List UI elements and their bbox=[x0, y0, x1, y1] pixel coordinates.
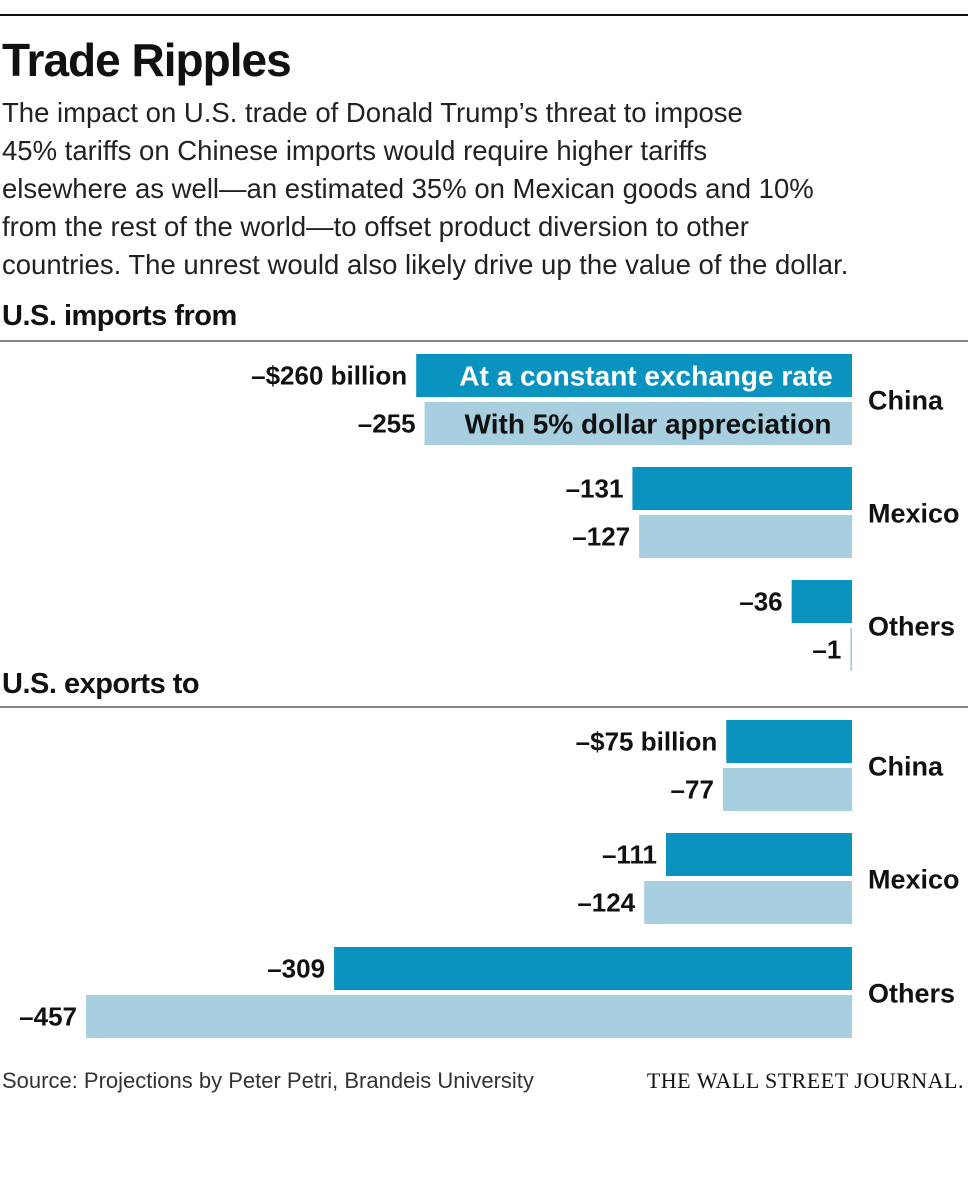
imports-bar-mexico-appreciation bbox=[639, 515, 852, 558]
imports-value-label: –131 bbox=[566, 474, 624, 504]
imports-value-label: –255 bbox=[358, 409, 416, 439]
imports-bar-mexico-constant bbox=[632, 467, 852, 510]
imports-category-label: Mexico bbox=[868, 499, 960, 529]
subtitle-line: elsewhere as well—an estimated 35% on Me… bbox=[2, 173, 814, 204]
exports-section-rule bbox=[0, 706, 968, 708]
exports-bar-mexico-appreciation bbox=[644, 881, 852, 924]
imports-category-label: China bbox=[868, 386, 944, 416]
imports-value-label: –127 bbox=[572, 522, 630, 552]
imports-value-label: –$260 billion bbox=[251, 361, 407, 391]
exports-bar-mexico-constant bbox=[665, 833, 852, 876]
exports-bar-others-appreciation bbox=[86, 995, 852, 1038]
imports-bar-others-constant bbox=[791, 580, 852, 623]
exports-category-label: Mexico bbox=[868, 865, 960, 895]
imports-value-label: –36 bbox=[739, 587, 782, 617]
exports-value-label: –111 bbox=[602, 840, 657, 870]
imports-section-rule bbox=[0, 340, 968, 342]
imports-bar-china-constant bbox=[416, 354, 852, 397]
chart-title: Trade Ripples bbox=[2, 34, 292, 86]
subtitle-line: countries. The unrest would also likely … bbox=[2, 249, 849, 280]
exports-section-title: U.S. exports to bbox=[2, 668, 200, 700]
subtitle-line: 45% tariffs on Chinese imports would req… bbox=[2, 135, 708, 166]
exports-value-label: –77 bbox=[671, 775, 714, 805]
imports-bar-others-appreciation bbox=[850, 628, 852, 671]
subtitle-line: from the rest of the world—to offset pro… bbox=[2, 211, 749, 242]
legend-appreciation: With 5% dollar appreciation bbox=[465, 409, 832, 440]
exports-bar-china-constant bbox=[726, 720, 852, 763]
exports-bar-others-constant bbox=[334, 947, 852, 990]
exports-bar-china-appreciation bbox=[722, 768, 852, 811]
imports-bar-china-appreciation bbox=[424, 402, 852, 445]
exports-category-label: Others bbox=[868, 979, 955, 1009]
top-rule bbox=[0, 14, 968, 16]
subtitle-line: The impact on U.S. trade of Donald Trump… bbox=[2, 97, 743, 128]
exports-value-label: –309 bbox=[267, 954, 325, 984]
exports-value-label: –124 bbox=[577, 888, 635, 918]
imports-category-label: Others bbox=[868, 612, 955, 642]
chart-subtitle: The impact on U.S. trade of Donald Trump… bbox=[2, 94, 968, 284]
exports-value-label: –457 bbox=[19, 1002, 77, 1032]
legend-constant: At a constant exchange rate bbox=[459, 361, 832, 392]
imports-value-label: –1 bbox=[812, 635, 841, 665]
imports-section-title: U.S. imports from bbox=[2, 300, 237, 332]
source-note: Source: Projections by Peter Petri, Bran… bbox=[2, 1068, 534, 1093]
exports-value-label: –$75 billion bbox=[576, 727, 718, 757]
exports-category-label: China bbox=[868, 752, 944, 782]
publisher-logo: THE WALL STREET JOURNAL. bbox=[646, 1068, 964, 1093]
